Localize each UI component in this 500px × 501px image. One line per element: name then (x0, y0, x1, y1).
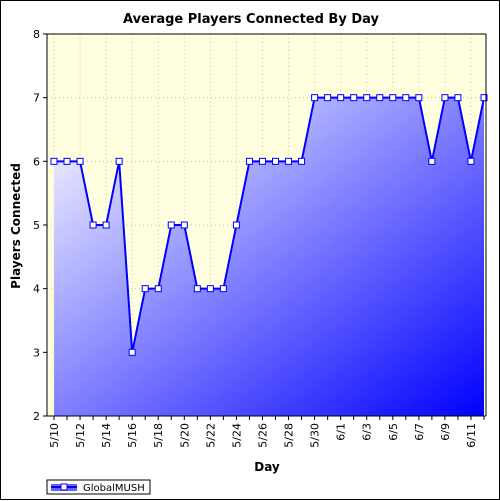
x-tick-label: 5/28 (283, 423, 296, 448)
data-point (298, 157, 306, 165)
y-tick-label: 8 (33, 28, 40, 41)
legend-marker-icon (60, 483, 68, 491)
series-line (54, 96, 485, 353)
x-tick-labels: 5/10 5/12 5/14 5/16 5/18 5/20 5/22 5/24 5/26 5/28… (48, 416, 485, 448)
data-point (324, 94, 332, 102)
x-tick-label: 6/3 (361, 423, 374, 441)
data-point (454, 94, 462, 102)
data-point (389, 94, 397, 102)
data-point (232, 221, 240, 229)
data-point (219, 285, 227, 293)
legend: GlobalMUSH (46, 479, 151, 495)
legend-label: GlobalMUSH (83, 483, 145, 494)
y-tick-labels: 2 3 4 5 6 7 8 (33, 28, 47, 423)
data-point (206, 285, 214, 293)
data-point (415, 94, 423, 102)
x-tick-label: 5/14 (100, 423, 113, 448)
y-tick-label: 2 (33, 410, 40, 423)
data-point (285, 157, 293, 165)
x-tick-label: 5/20 (178, 423, 191, 448)
x-tick-label: 5/18 (152, 423, 165, 448)
data-point (128, 348, 136, 356)
data-point (337, 94, 345, 102)
x-tick-label: 5/10 (48, 423, 61, 448)
data-point (115, 157, 123, 165)
x-tick-label: 6/1 (335, 423, 348, 441)
data-point (245, 157, 253, 165)
data-point (428, 157, 436, 165)
data-point (154, 285, 162, 293)
data-point (311, 94, 319, 102)
data-point (180, 221, 188, 229)
x-tick-label: 5/12 (74, 423, 87, 448)
data-point (89, 221, 97, 229)
y-tick-label: 4 (33, 283, 40, 296)
x-tick-label: 5/16 (126, 423, 139, 448)
x-tick-label: 6/9 (439, 423, 452, 441)
data-point (63, 157, 71, 165)
y-tick-label: 6 (33, 155, 40, 168)
y-axis-label: Players Connected (9, 163, 23, 289)
data-point (350, 94, 358, 102)
data-points (50, 94, 488, 356)
x-tick-label: 6/5 (387, 423, 400, 441)
y-tick-label: 3 (33, 346, 40, 359)
x-tick-label: 5/26 (256, 423, 269, 448)
x-tick-label: 5/30 (309, 423, 322, 448)
chart-title: Average Players Connected By Day (123, 12, 379, 27)
data-point (467, 157, 475, 165)
x-tick-label: 6/11 (465, 423, 478, 448)
x-tick-label: 6/7 (413, 423, 426, 441)
data-point (363, 94, 371, 102)
data-point (141, 285, 149, 293)
y-tick-label: 5 (33, 219, 40, 232)
data-point (441, 94, 449, 102)
x-axis-label: Day (254, 460, 280, 474)
data-point (258, 157, 266, 165)
data-point (480, 94, 488, 102)
data-point (76, 157, 84, 165)
data-point (193, 285, 201, 293)
data-point (272, 157, 280, 165)
data-point (402, 94, 410, 102)
data-point (50, 157, 58, 165)
x-tick-label: 5/22 (204, 423, 217, 448)
series-area (54, 97, 484, 417)
data-point (167, 221, 175, 229)
data-point (376, 94, 384, 102)
x-tick-label: 5/24 (230, 423, 243, 448)
y-tick-label: 7 (33, 92, 40, 105)
data-point (102, 221, 110, 229)
